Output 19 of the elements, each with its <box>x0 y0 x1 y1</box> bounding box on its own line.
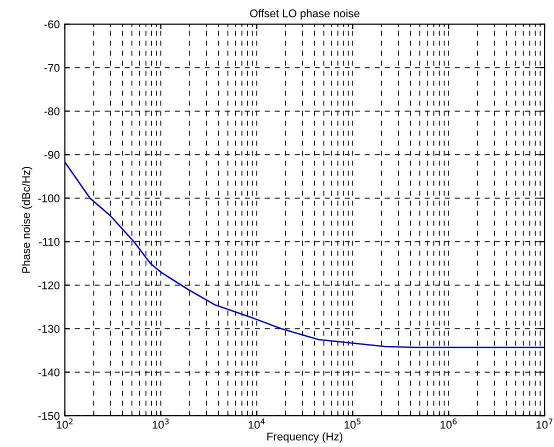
x-axis-title: Frequency (Hz) <box>267 432 342 443</box>
y-tick-label: -80 <box>44 107 60 116</box>
y-tick-label: -60 <box>44 20 60 28</box>
y-tick-label: -100 <box>38 194 60 202</box>
y-tick-label: -140 <box>38 368 60 376</box>
chart-title: Offset LO phase noise <box>250 9 360 20</box>
y-axis-title: Phase noise (dBc/Hz) <box>22 166 32 273</box>
y-tick-label: -130 <box>38 324 60 333</box>
y-tick-label: -70 <box>44 64 60 72</box>
x-tick-label: 10$^{4}$ <box>248 418 265 429</box>
x-tick-label: 10$^{2}$ <box>56 418 73 429</box>
x-tick-label: 10$^{7}$ <box>536 418 552 429</box>
y-tick-label: -120 <box>38 281 60 290</box>
y-tick-label: -150 <box>38 412 60 420</box>
y-tick-label: -110 <box>39 238 60 246</box>
y-tick-label: -90 <box>44 150 60 159</box>
x-tick-label: 10$^{3}$ <box>152 418 169 429</box>
x-tick-label: 10$^{6}$ <box>440 418 457 429</box>
x-tick-label: 10$^{5}$ <box>344 418 361 429</box>
